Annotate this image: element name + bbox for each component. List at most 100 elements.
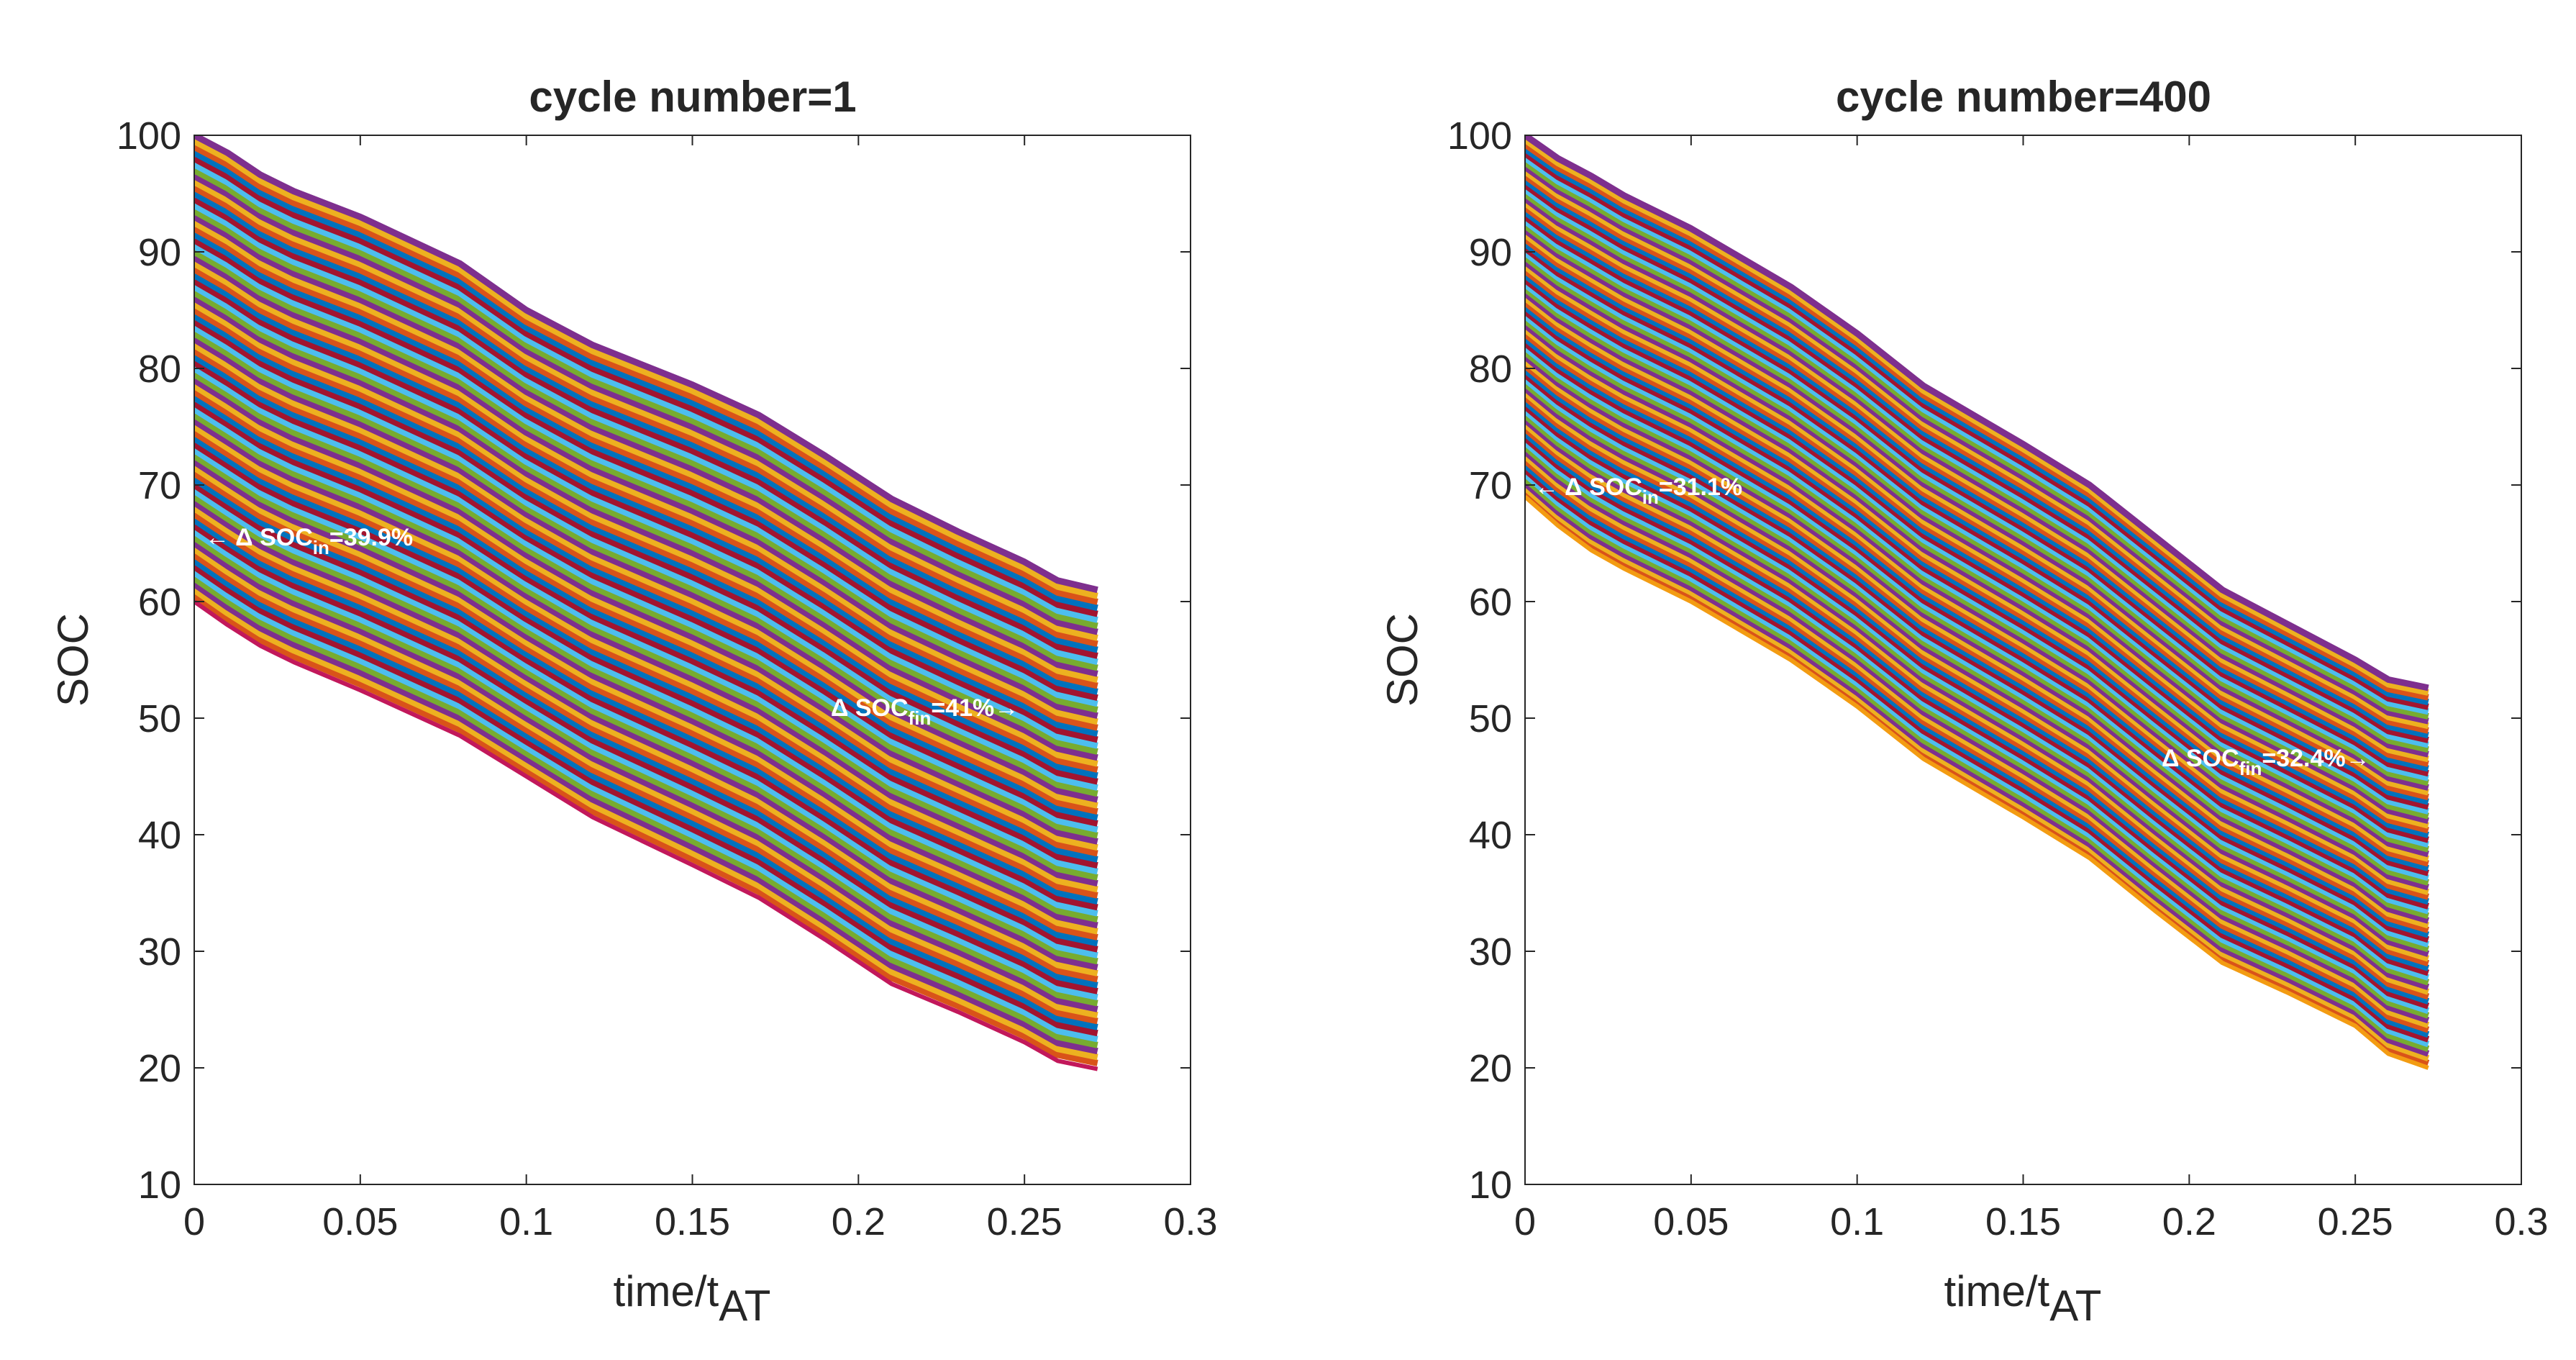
left-chart-series-line-11: [194, 540, 1098, 1012]
left-chart-series-line-77: [194, 155, 1098, 617]
left-chart-series-line-57: [194, 272, 1098, 737]
right-chart-series-line-80: [1525, 137, 2429, 696]
left-chart-series-line-43: [194, 353, 1098, 821]
right-chart-series-line-45: [1525, 295, 2429, 862]
left-chart-series-line-4: [194, 581, 1098, 1055]
right-chart-y-axis-label: SOC: [1378, 613, 1426, 707]
left-chart-series-line-58: [194, 266, 1098, 731]
right-chart-series-line-13: [1525, 440, 2430, 1015]
left-chart-series-line-36: [194, 394, 1098, 863]
right-chart-series-line-68: [1525, 191, 2429, 753]
left-chart-series-line-19: [194, 494, 1098, 965]
right-chart-x-axis-label-main: time/t: [1944, 1267, 2050, 1315]
right-chart-series-line-12: [1525, 444, 2430, 1019]
right-chart-series-line-17: [1525, 422, 2430, 995]
left-chart-annotation-soc-fin: Δ SOCfin=41%→: [831, 694, 1019, 729]
left-chart-series-line-66: [194, 219, 1098, 683]
right-chart-series-line-72: [1525, 173, 2429, 734]
left-chart-series-line-67: [194, 214, 1098, 677]
right-chart-series-line-63: [1525, 214, 2429, 777]
right-chart-series-line-53: [1525, 259, 2429, 825]
right-chart-series-line-49: [1525, 277, 2429, 843]
left-chart-series-line-78: [194, 150, 1098, 612]
left-chart-series-line-25: [194, 458, 1098, 929]
right-chart-series-line-32: [1525, 354, 2429, 924]
left-chart-x-tick-label: 0.1: [499, 1200, 553, 1243]
right-chart-series-line-19: [1525, 412, 2430, 986]
right-chart-y-tick-label: 30: [1469, 930, 1512, 974]
right-chart-series-line-24: [1525, 390, 2430, 962]
left-chart-series-line-32: [194, 418, 1098, 887]
left-chart-series-line-81: [194, 135, 1098, 594]
right-chart-series-line-6: [1525, 471, 2430, 1048]
right-chart-series-line-29: [1525, 367, 2429, 938]
right-chart-y-tick-label: 80: [1469, 348, 1512, 391]
right-chart-series-line-54: [1525, 254, 2429, 820]
left-chart-series-line-33: [194, 412, 1098, 881]
left-chart-series-line-63: [194, 237, 1098, 701]
left-chart-y-tick-label: 60: [138, 581, 181, 624]
left-chart-x-tick-label: 0.25: [987, 1200, 1062, 1243]
left-chart-series-line-28: [194, 441, 1098, 911]
left-chart-series-line-80: [194, 138, 1098, 599]
right-chart-y-tick-label: 40: [1469, 814, 1512, 857]
right-chart-title: cycle number=400: [1836, 73, 2211, 121]
left-chart-series-line-12: [194, 535, 1098, 1007]
right-chart-series-line-27: [1525, 376, 2430, 948]
right-chart-series-line-56: [1525, 245, 2429, 810]
right-chart-series-line-58: [1525, 236, 2429, 801]
right-chart-series-line-31: [1525, 358, 2429, 929]
right-chart-series-line-16: [1525, 426, 2430, 1000]
left-chart-series-line-24: [194, 464, 1098, 935]
right-chart-y-tick-label: 50: [1469, 697, 1512, 740]
right-chart-series-line-36: [1525, 335, 2429, 905]
right-chart-x-axis-label: time/tAT: [1944, 1267, 2102, 1330]
right-chart-series-line-48: [1525, 281, 2429, 848]
right-chart-series-line-21: [1525, 404, 2430, 976]
right-chart-series-line-37: [1525, 331, 2429, 900]
left-chart-annotation-soc-in: ← Δ SOCin=39.9%: [205, 524, 413, 558]
right-chart-series-line-40: [1525, 317, 2429, 886]
right-chart-series-line-65: [1525, 204, 2429, 767]
left-chart-series-line-3: [194, 587, 1098, 1061]
right-chart-series-line-11: [1525, 448, 2430, 1024]
left-chart-series-line-52: [194, 302, 1098, 767]
right-chart-series-line-8: [1525, 462, 2430, 1038]
left-chart-x-tick-label: 0.05: [322, 1200, 398, 1243]
left-chart-series-line-7: [194, 563, 1098, 1037]
left-chart-series-line-1: [194, 599, 1098, 1071]
left-chart-series-line-8: [194, 558, 1098, 1030]
left-chart-series-line-47: [194, 330, 1098, 797]
right-chart-y-tick-label: 70: [1469, 464, 1512, 507]
right-chart-series-line-1: [1525, 494, 2429, 1070]
left-chart-x-axis-label: time/tAT: [614, 1267, 771, 1330]
right-chart-x-tick-label: 0.2: [2162, 1200, 2216, 1243]
right-chart-x-tick-label: 0: [1514, 1200, 1536, 1243]
left-chart-series-line-72: [194, 184, 1098, 648]
left-chart-y-tick-label: 50: [138, 697, 181, 740]
left-chart-series-line-59: [194, 260, 1098, 725]
left-chart-series-line-45: [194, 342, 1098, 809]
right-chart-series-line-3: [1525, 485, 2430, 1062]
left-chart-series-line-13: [194, 529, 1098, 1001]
right-chart-series-line-79: [1525, 141, 2429, 701]
left-chart-series-line-26: [194, 453, 1098, 922]
left-chart-series-line-16: [194, 511, 1098, 983]
left-chart-x-axis-label-sub: AT: [719, 1282, 770, 1330]
right-chart-series-line-43: [1525, 304, 2429, 872]
right-chart-series-line-76: [1525, 155, 2429, 715]
right-chart-series-line-10: [1525, 453, 2430, 1028]
left-chart-series-line-64: [194, 231, 1098, 695]
left-chart-y-axis-label: SOC: [49, 613, 97, 707]
left-chart-series-line-60: [194, 255, 1098, 719]
left-chart-series-line-18: [194, 499, 1098, 971]
right-chart-series-line-62: [1525, 218, 2429, 781]
right-chart-series-line-39: [1525, 322, 2429, 891]
right-chart-series-line-71: [1525, 178, 2429, 739]
left-chart-series-line-34: [194, 406, 1098, 875]
right-chart-series-line-52: [1525, 263, 2429, 829]
left-chart-series-line-56: [194, 278, 1098, 743]
right-chart-x-ticks: 0 0.05 0.1 0.15 0.2 0.25 0.3: [1514, 135, 2549, 1243]
left-chart-series-line-76: [194, 161, 1098, 623]
left-chart-series-line-5: [194, 575, 1098, 1048]
